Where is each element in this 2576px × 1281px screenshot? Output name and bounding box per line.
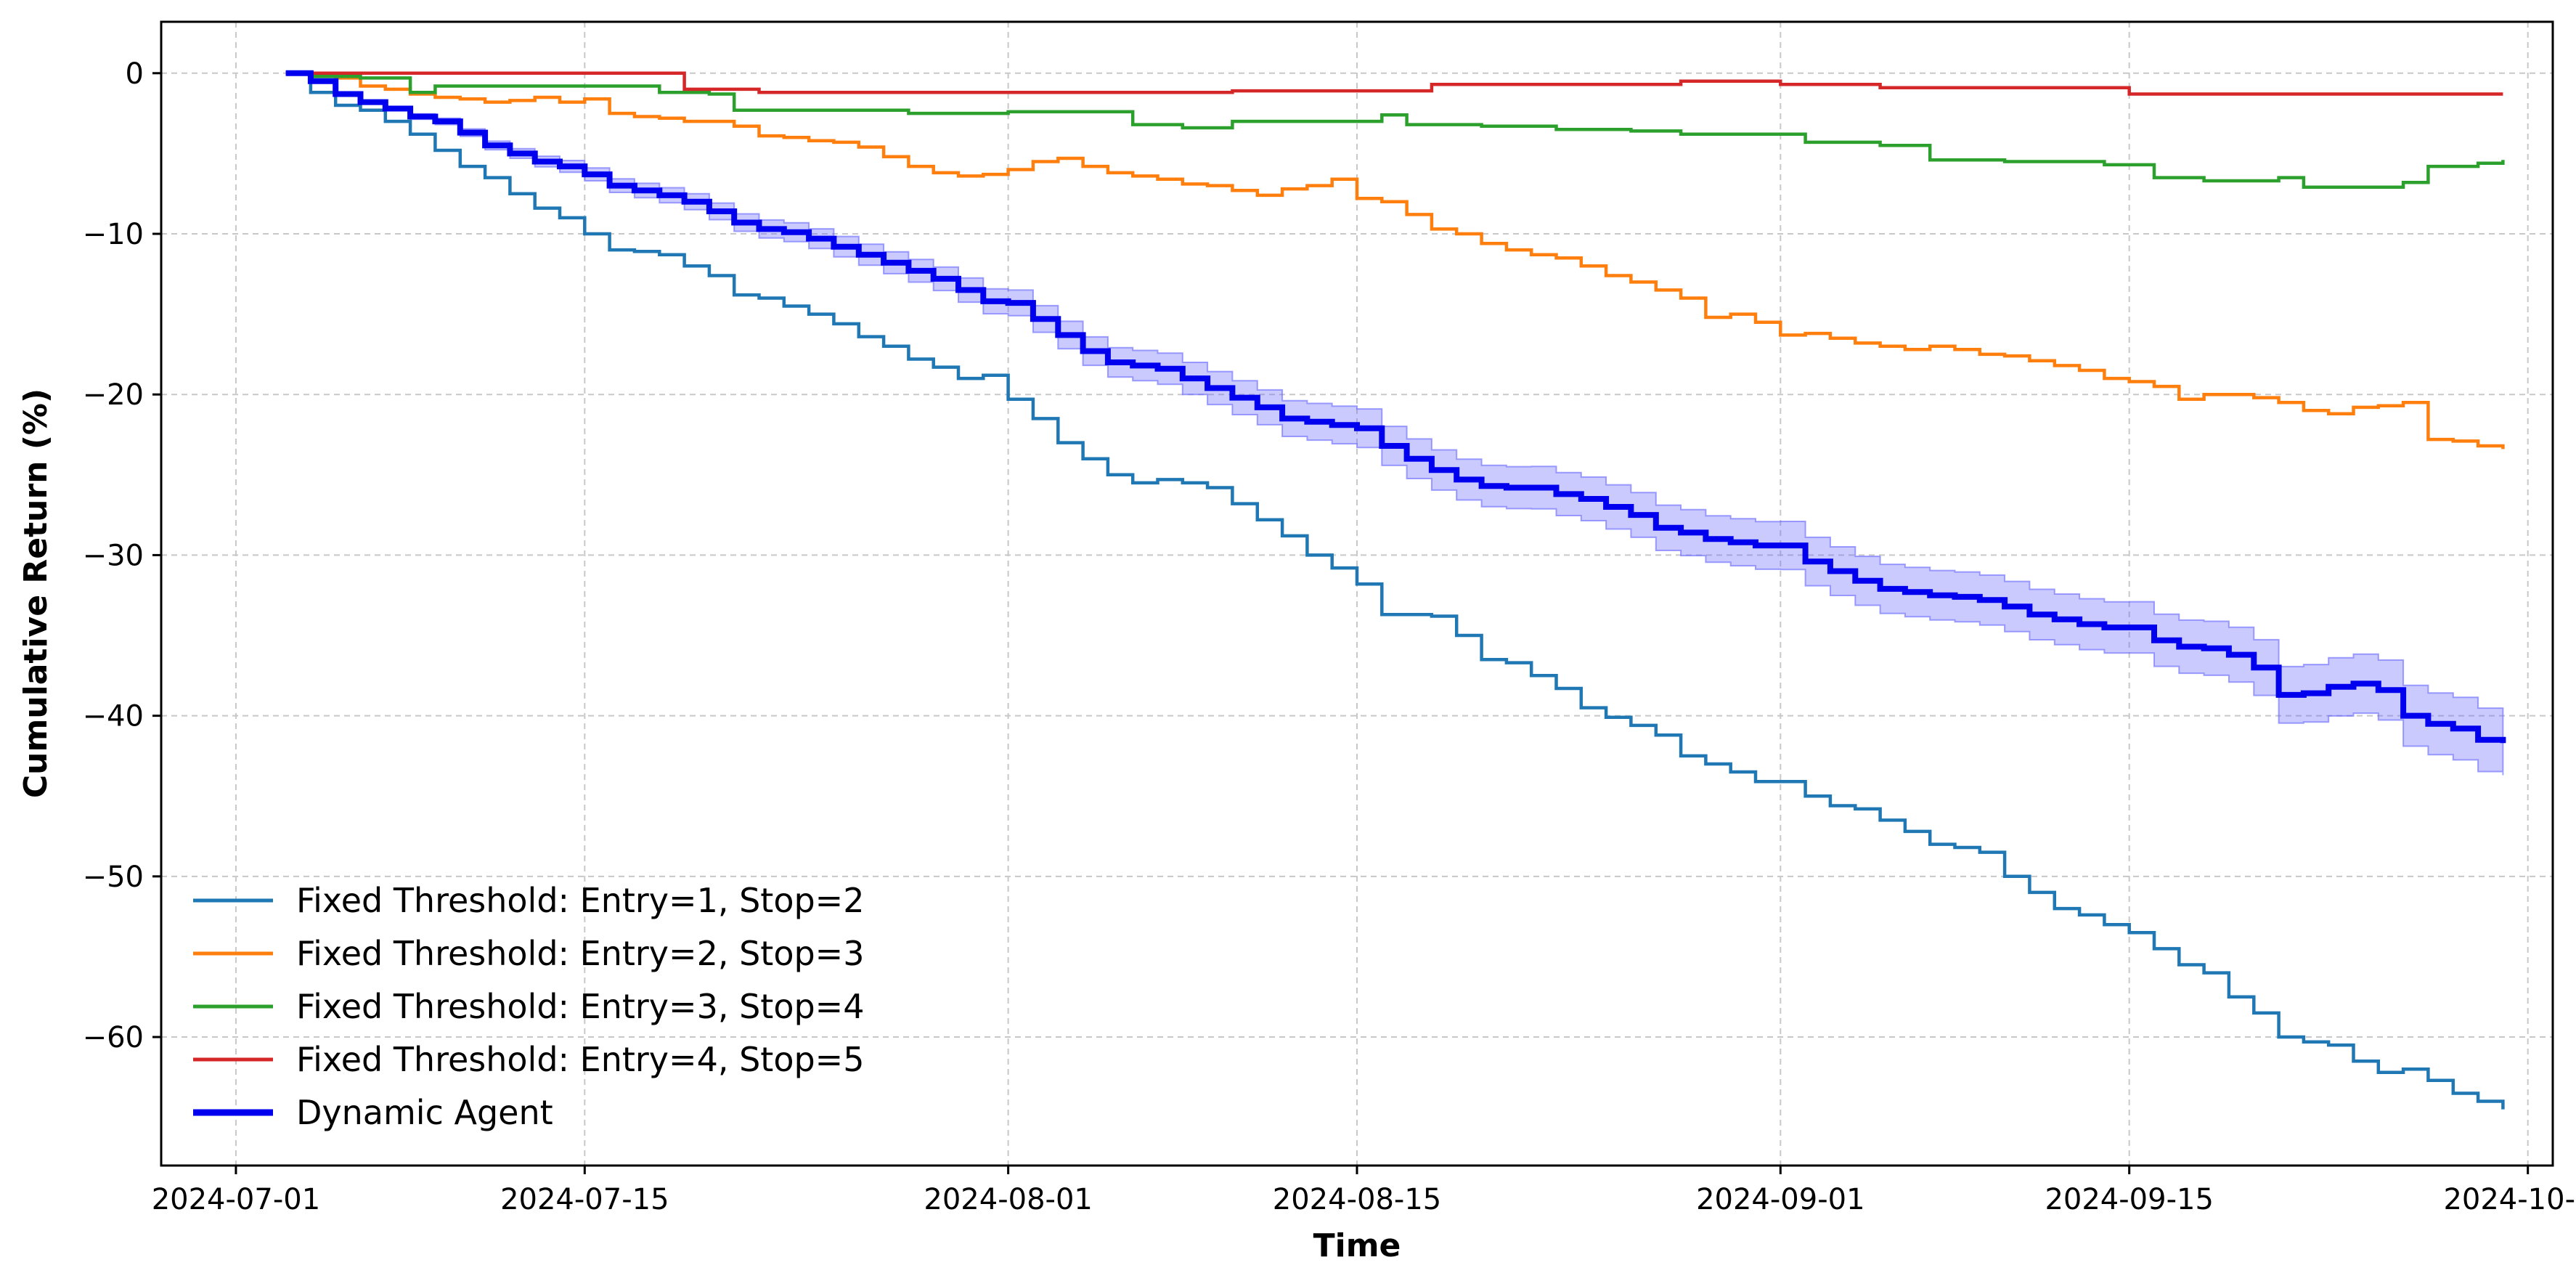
y-tick-label: 0 (126, 57, 144, 91)
x-tick-label: 2024-09-15 (2045, 1183, 2213, 1216)
y-tick-label: −20 (83, 378, 144, 412)
legend: Fixed Threshold: Entry=1, Stop=2 Fixed Th… (193, 881, 864, 1132)
legend-entry-label: Dynamic Agent (296, 1093, 553, 1132)
y-tick-label: −60 (83, 1021, 144, 1054)
legend-entry-label: Fixed Threshold: Entry=4, Stop=5 (296, 1040, 864, 1079)
y-axis-title: Cumulative Return (%) (17, 389, 54, 798)
series-layer (285, 70, 2506, 1110)
x-tick-label: 2024-08-15 (1273, 1183, 1441, 1216)
x-tick-label: 2024-09-01 (1696, 1183, 1864, 1216)
x-axis-ticks: 2024-07-01 2024-07-15 2024-08-01 2024-08-15… (152, 1166, 2576, 1216)
y-axis-ticks: 0 −10 −20 −30 −40 −50 −60 (83, 57, 161, 1054)
legend-entry-label: Fixed Threshold: Entry=3, Stop=4 (296, 987, 864, 1026)
x-tick-label: 2024-10-01 (2443, 1183, 2576, 1216)
legend-entry-label: Fixed Threshold: Entry=2, Stop=3 (296, 934, 864, 973)
x-axis-title: Time (1313, 1227, 1401, 1264)
series-line-5 (285, 70, 2506, 744)
y-tick-label: −50 (83, 861, 144, 894)
series-line-4 (285, 71, 2503, 96)
y-tick-label: −10 (83, 218, 144, 251)
legend-entry-label: Fixed Threshold: Entry=1, Stop=2 (296, 881, 864, 920)
x-tick-label: 2024-07-15 (500, 1183, 669, 1216)
y-tick-label: −40 (83, 700, 144, 733)
series-line-2 (285, 71, 2505, 450)
series-line-3 (285, 71, 2505, 190)
x-tick-label: 2024-08-01 (924, 1183, 1092, 1216)
y-tick-label: −30 (83, 539, 144, 572)
x-tick-label: 2024-07-01 (152, 1183, 320, 1216)
series-line-1 (285, 71, 2505, 1110)
